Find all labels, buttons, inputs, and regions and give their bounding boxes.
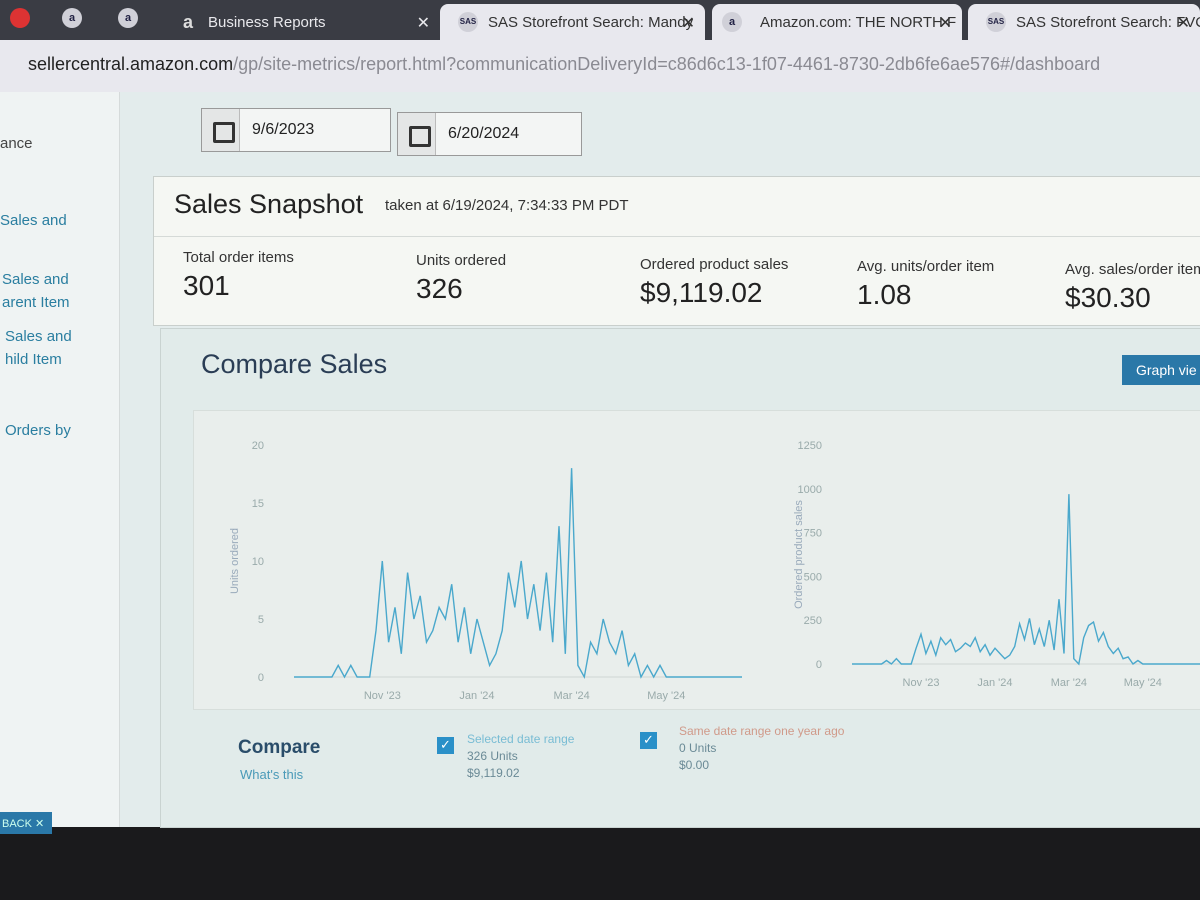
date-text: 9/6/2023 (252, 121, 315, 138)
nav-text: Sales and (0, 212, 67, 229)
series-line (852, 494, 1200, 666)
metric-label: Total order items (183, 249, 294, 266)
x-tick-label: Mar '24 (553, 690, 589, 702)
metric-label: Units ordered (416, 252, 507, 269)
metric-label: Avg. units/order item (857, 258, 995, 275)
x-tick-label: May '24 (647, 690, 685, 702)
url-path: /gp/site-metrics/report.html?communicati… (233, 54, 1101, 74)
x-tick-label: Mar '24 (1051, 677, 1087, 689)
checkbox[interactable]: ✓ (437, 737, 454, 754)
feedback-button[interactable]: BACK ✕ (0, 812, 52, 834)
y-tick-label: 10 (252, 556, 264, 568)
y-axis-label: Units ordered (229, 528, 241, 594)
metric: Avg. units/order item 1.08 (857, 258, 994, 311)
address-bar[interactable]: sellercentral.amazon.com/gp/site-metrics… (0, 40, 1200, 92)
metric-label: Ordered product sales (640, 256, 789, 273)
nav-item[interactable]: Orders by (5, 419, 71, 442)
date-text: 6/20/2024 (448, 125, 520, 142)
metric: Total order items 301 (183, 249, 294, 302)
metric-value: 1.08 (857, 279, 912, 310)
tab-title: SAS Storefront Search: Mandy (488, 14, 694, 31)
pinned-tab[interactable]: a (106, 0, 152, 36)
chart: Ordered product sales 0 250 500 750 1000 1250 N… (793, 440, 1200, 689)
metric: Avg. sales/order item $30.30 (1065, 261, 1200, 314)
nav-text: arent Item (2, 294, 70, 311)
y-tick-label: 0 (816, 659, 822, 671)
metric-value: 301 (183, 270, 230, 301)
legend-units: 326 Units (467, 749, 518, 763)
y-tick-label: 1250 (798, 440, 822, 452)
legend-name: Selected date range (467, 732, 575, 746)
legend-selected: Selected date range 326 Units $9,119.02 (467, 731, 574, 782)
y-tick-label: 500 (804, 571, 822, 583)
url-host: sellercentral.amazon.com (28, 54, 234, 74)
series-line (294, 468, 742, 680)
compare-title: Compare Sales (201, 349, 388, 379)
tab[interactable]: a Amazon.com: THE NORTH F ✕ (712, 4, 962, 40)
y-axis-label: Ordered product sales (793, 500, 805, 609)
tab-title: Business Reports (208, 14, 326, 31)
chart: Units ordered 0 5 10 15 20 Nov '23 Jan '24 Mar '… (229, 440, 742, 702)
nav-text: hild Item (5, 351, 62, 368)
chart-area: Units ordered 0 5 10 15 20 Nov '23 Jan '24 Mar '… (193, 410, 1200, 710)
y-tick-label: 15 (252, 498, 264, 510)
start-date[interactable]: 9/6/2023 (201, 108, 391, 152)
snapshot-time: taken at 6/19/2024, 7:34:33 PM PDT (385, 197, 629, 214)
metric: Ordered product sales $9,119.02 (640, 256, 788, 309)
legend-sales: $0.00 (679, 758, 710, 772)
nav-item[interactable]: Sales and hild Item (5, 325, 72, 371)
legend-previous: Same date range one year ago 0 Units $0.… (679, 723, 844, 774)
nav-text: Sales and (5, 328, 72, 345)
nav-item[interactable]: Sales and arent Item (2, 268, 70, 314)
sales-snapshot: Sales Snapshot taken at 6/19/2024, 7:34:… (153, 176, 1200, 326)
metric-value: $9,119.02 (640, 277, 763, 308)
pinned-tab[interactable]: a (50, 0, 96, 36)
legend-sales: $9,119.02 (467, 766, 520, 780)
help-link[interactable]: What's this (240, 767, 304, 782)
snapshot-title: Sales Snapshot (174, 189, 364, 219)
metric: Units ordered 326 (416, 252, 506, 305)
tab[interactable]: SAS SAS Storefront Search: Mandy ✕ (440, 4, 705, 40)
tab-title: SAS Storefront Search: FVC-L (1016, 14, 1200, 31)
x-tick-label: Nov '23 (903, 677, 940, 689)
end-date[interactable]: 6/20/2024 (397, 112, 582, 156)
y-tick-label: 5 (258, 614, 264, 626)
pinned-tab[interactable] (0, 0, 40, 36)
button-text: Graph vie (1136, 362, 1197, 378)
tab[interactable]: SAS SAS Storefront Search: FVC-L ✕ (968, 4, 1200, 40)
x-tick-label: May '24 (1124, 677, 1162, 689)
tab[interactable]: a Business Reports ✕ (182, 12, 430, 32)
nav-text: Sales and (2, 271, 69, 288)
y-tick-label: 750 (804, 528, 822, 540)
x-tick-label: Jan '24 (977, 677, 1012, 689)
tab-title: Amazon.com: THE NORTH F (760, 14, 957, 31)
y-tick-label: 250 (804, 615, 822, 627)
compare-heading: Compare (238, 737, 321, 758)
legend-name: Same date range one year ago (679, 724, 845, 738)
metric-value: 326 (416, 273, 463, 304)
graph-view-button[interactable]: Graph vie (1122, 355, 1200, 385)
feedback-text: BACK (2, 818, 32, 830)
x-tick-label: Jan '24 (459, 690, 494, 702)
y-tick-label: 0 (258, 672, 264, 684)
nav-item[interactable]: Sales and (0, 209, 67, 232)
y-tick-label: 1000 (798, 484, 822, 496)
tab-strip: a a a Business Reports ✕ SAS SAS Storefront… (0, 0, 1200, 40)
checkbox[interactable]: ✓ (640, 732, 657, 749)
metric-label: Avg. sales/order item (1065, 261, 1200, 278)
x-tick-label: Nov '23 (364, 690, 401, 702)
legend-units: 0 Units (679, 741, 717, 755)
sidebar: ance Sales and Sales and arent Item Sales… (0, 92, 120, 827)
nav-text: ance (0, 135, 33, 152)
metric-value: $30.30 (1065, 282, 1151, 313)
y-tick-label: 20 (252, 440, 264, 452)
nav-item[interactable]: ance (0, 132, 33, 155)
nav-text: Orders by (5, 422, 71, 439)
